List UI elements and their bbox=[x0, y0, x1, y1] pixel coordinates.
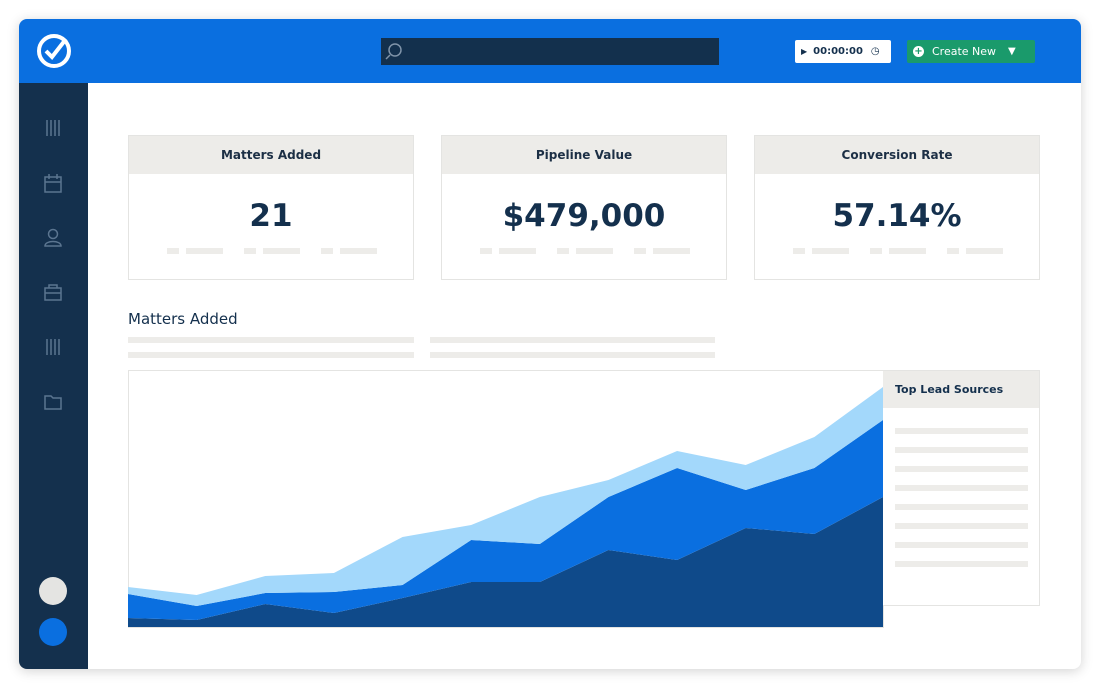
header: ▶ 00:00:00 ◷ + Create New ▼ bbox=[19, 19, 1081, 83]
kpi-card: Conversion Rate 57.14% bbox=[754, 135, 1040, 280]
nav-icons[interactable] bbox=[19, 83, 88, 669]
card-title: Pipeline Value bbox=[442, 136, 726, 174]
kpi-card: Matters Added 21 bbox=[128, 135, 414, 280]
create-new-button[interactable]: + Create New ▼ bbox=[907, 40, 1035, 63]
lead-sources-panel: Top Lead Sources bbox=[883, 370, 1040, 606]
kpi-card: Pipeline Value $479,000 bbox=[441, 135, 727, 280]
timer-text: 00:00:00 bbox=[813, 46, 863, 57]
section-title: Matters Added bbox=[128, 310, 238, 328]
card-value: 21 bbox=[249, 198, 293, 234]
card-value: 57.14% bbox=[832, 198, 962, 234]
timer[interactable]: ▶ 00:00:00 ◷ bbox=[795, 40, 891, 63]
card-title: Conversion Rate bbox=[755, 136, 1039, 174]
area-series bbox=[128, 497, 883, 627]
logo bbox=[37, 34, 71, 68]
sidebar bbox=[19, 83, 88, 669]
search-bar[interactable] bbox=[381, 38, 719, 65]
panel-title: Top Lead Sources bbox=[883, 371, 1039, 408]
card-value: $479,000 bbox=[502, 198, 666, 234]
button-label: Create New bbox=[932, 45, 997, 58]
area-series bbox=[128, 420, 883, 620]
card-title: Matters Added bbox=[129, 136, 413, 174]
